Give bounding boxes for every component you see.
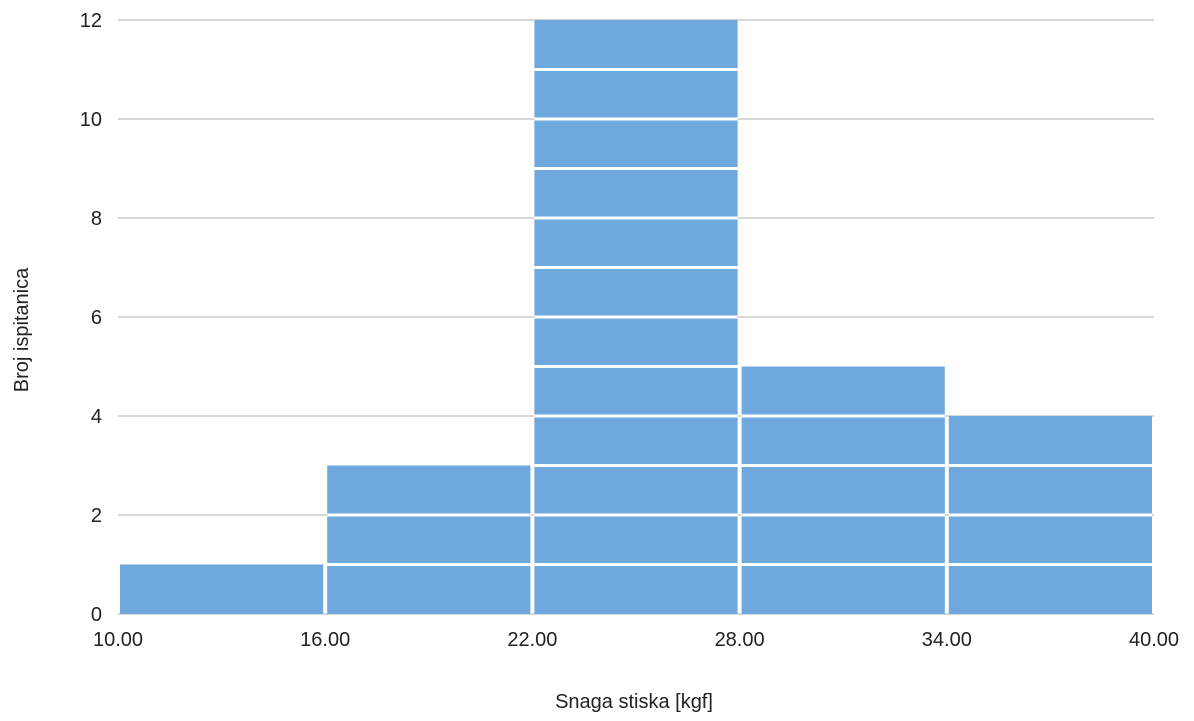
y-tick-label: 12: [80, 10, 102, 32]
histogram-bar: [534, 20, 738, 614]
x-tick-label: 10.00: [93, 629, 143, 651]
bar-rect: [120, 564, 324, 614]
y-axis-tick-labels: 0 2 4 6 8 10 12: [80, 10, 102, 626]
y-tick-label: 8: [91, 208, 102, 230]
x-tick-label: 40.00: [1129, 629, 1179, 651]
bar-rect: [327, 465, 531, 614]
y-tick-label: 2: [91, 505, 102, 527]
histogram-bar: [327, 465, 531, 614]
x-tick-label: 22.00: [507, 629, 557, 651]
x-tick-label: 16.00: [300, 629, 350, 651]
x-axis-title: Snaga stiska [kgf]: [555, 691, 713, 713]
histogram-bar: [120, 564, 324, 614]
x-tick-label: 34.00: [922, 629, 972, 651]
histogram-bar: [741, 366, 945, 614]
x-axis-tick-labels: 10.00 16.00 22.00 28.00 34.00 40.00: [93, 629, 1179, 651]
histogram-bars: [120, 20, 1152, 614]
histogram-bar: [948, 416, 1152, 614]
bar-rect: [741, 366, 945, 614]
y-tick-label: 6: [91, 307, 102, 329]
y-axis-title: Broj ispitanica: [11, 267, 33, 392]
x-tick-label: 28.00: [715, 629, 765, 651]
y-tick-label: 4: [91, 406, 102, 428]
y-tick-label: 0: [91, 604, 102, 626]
y-tick-label: 10: [80, 109, 102, 131]
